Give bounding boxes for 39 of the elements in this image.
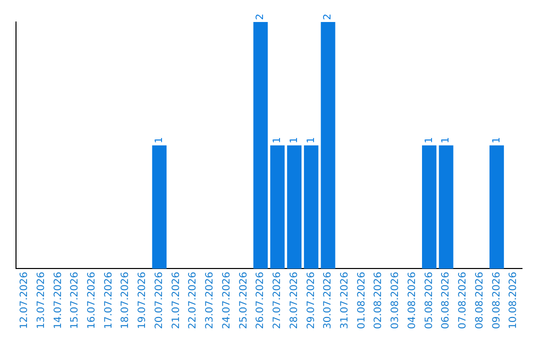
data-label: 1	[491, 136, 502, 144]
data-label: 1	[424, 136, 435, 144]
x-tick-label: 04.08.2026	[406, 272, 418, 330]
data-label: 1	[154, 136, 165, 144]
x-tick-label: 23.07.2026	[204, 272, 216, 330]
x-tick-label: 29.07.2026	[306, 272, 317, 330]
x-tick-label: 25.07.2026	[238, 272, 250, 330]
x-tick-label: 09.08.2026	[491, 272, 502, 330]
x-tick-label: 27.07.2026	[272, 272, 284, 330]
x-tick-label: 12.07.2026	[19, 272, 30, 330]
x-tick-label: 14.07.2026	[52, 272, 64, 330]
x-tick-label: 01.08.2026	[356, 272, 368, 330]
x-tick-label: 20.07.2026	[154, 272, 165, 330]
x-tick-label: 30.07.2026	[322, 272, 334, 330]
x-tick-label: 17.07.2026	[103, 272, 114, 330]
data-label: 1	[440, 136, 452, 144]
x-tick-label: 26.07.2026	[255, 272, 266, 330]
x-tick-label: 02.08.2026	[373, 272, 384, 330]
data-label: 2	[255, 14, 266, 20]
x-tick-label: 13.07.2026	[36, 272, 47, 330]
x-tick-label: 28.07.2026	[288, 272, 300, 330]
data-label: 1	[288, 136, 300, 144]
x-tick-label: 08.08.2026	[474, 272, 486, 330]
x-tick-label: 15.07.2026	[70, 272, 81, 330]
x-tick-label: 06.08.2026	[440, 272, 452, 330]
x-tick-label: 21.07.2026	[170, 272, 182, 330]
x-tick-label: 31.07.2026	[339, 272, 350, 330]
x-tick-label: 03.08.2026	[390, 272, 402, 330]
x-tick-label: 19.07.2026	[137, 272, 148, 330]
data-label: 1	[306, 136, 317, 144]
x-tick-label: 10.08.2026	[508, 272, 520, 330]
x-tick-label: 07.08.2026	[458, 272, 469, 330]
x-tick-label: 24.07.2026	[221, 272, 232, 330]
x-tick-label: 22.07.2026	[188, 272, 199, 330]
data-label: 1	[272, 136, 284, 144]
x-tick-label: 16.07.2026	[86, 272, 98, 330]
data-label: 2	[322, 14, 334, 20]
x-tick-label: 18.07.2026	[120, 272, 132, 330]
x-tick-label: 05.08.2026	[424, 272, 435, 330]
